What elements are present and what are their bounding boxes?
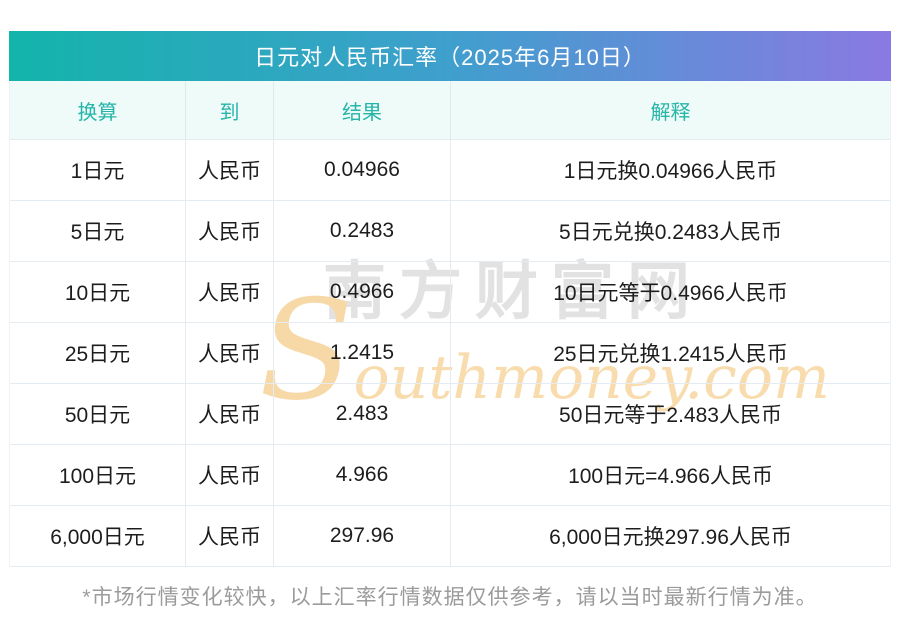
result-cell: 297.96 <box>274 506 451 567</box>
amount-cell: 1日元 <box>10 140 186 201</box>
amount-cell: 25日元 <box>10 323 186 384</box>
table-row: 25日元 人民币 1.2415 25日元兑换1.2415人民币 <box>10 323 890 384</box>
amount-cell: 10日元 <box>10 262 186 323</box>
table-title-bar: 日元对人民币汇率（2025年6月10日） <box>9 31 891 81</box>
column-header-explanation: 解释 <box>451 81 890 140</box>
amount-cell: 6,000日元 <box>10 506 186 567</box>
result-cell: 2.483 <box>274 384 451 445</box>
explanation-cell: 50日元等于2.483人民币 <box>451 384 890 445</box>
table-row: 6,000日元 人民币 297.96 6,000日元换297.96人民币 <box>10 506 890 567</box>
currency-cell: 人民币 <box>186 506 274 567</box>
disclaimer-text: *市场行情变化较快，以上汇率行情数据仅供参考，请以当时最新行情为准。 <box>82 586 818 609</box>
currency-cell: 人民币 <box>186 140 274 201</box>
amount-cell: 5日元 <box>10 201 186 262</box>
currency-cell: 人民币 <box>186 384 274 445</box>
result-cell: 1.2415 <box>274 323 451 384</box>
column-header-to: 到 <box>186 81 274 140</box>
result-cell: 0.4966 <box>274 262 451 323</box>
table-title: 日元对人民币汇率（2025年6月10日） <box>254 45 646 70</box>
exchange-rate-table: 南方财富网 Southmoney.com 换算 到 结果 解释 1日元 人民币 … <box>9 81 891 567</box>
table-row: 5日元 人民币 0.2483 5日元兑换0.2483人民币 <box>10 201 890 262</box>
result-cell: 0.04966 <box>274 140 451 201</box>
table-row: 50日元 人民币 2.483 50日元等于2.483人民币 <box>10 384 890 445</box>
amount-cell: 100日元 <box>10 445 186 506</box>
table-row: 100日元 人民币 4.966 100日元=4.966人民币 <box>10 445 890 506</box>
table-row: 1日元 人民币 0.04966 1日元换0.04966人民币 <box>10 140 890 201</box>
table-header-row: 换算 到 结果 解释 <box>10 81 890 140</box>
column-header-amount: 换算 <box>10 81 186 140</box>
exchange-rate-card: 日元对人民币汇率（2025年6月10日） 南方财富网 Southmoney.co… <box>9 31 891 567</box>
currency-cell: 人民币 <box>186 323 274 384</box>
currency-cell: 人民币 <box>186 262 274 323</box>
explanation-cell: 100日元=4.966人民币 <box>451 445 890 506</box>
column-header-result: 结果 <box>274 81 451 140</box>
result-cell: 4.966 <box>274 445 451 506</box>
explanation-cell: 25日元兑换1.2415人民币 <box>451 323 890 384</box>
amount-cell: 50日元 <box>10 384 186 445</box>
explanation-cell: 10日元等于0.4966人民币 <box>451 262 890 323</box>
explanation-cell: 1日元换0.04966人民币 <box>451 140 890 201</box>
explanation-cell: 6,000日元换297.96人民币 <box>451 506 890 567</box>
result-cell: 0.2483 <box>274 201 451 262</box>
currency-cell: 人民币 <box>186 445 274 506</box>
explanation-cell: 5日元兑换0.2483人民币 <box>451 201 890 262</box>
table-row: 10日元 人民币 0.4966 10日元等于0.4966人民币 <box>10 262 890 323</box>
currency-cell: 人民币 <box>186 201 274 262</box>
